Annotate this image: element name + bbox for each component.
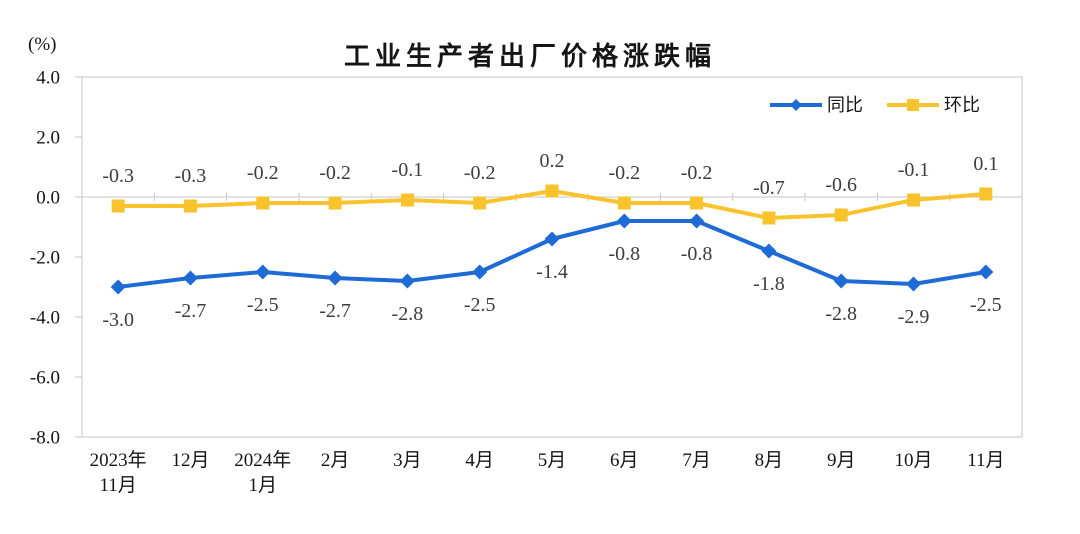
legend-label-yoy: 同比: [827, 95, 863, 115]
chart-title: 工业生产者出厂价格涨跌幅: [343, 41, 716, 71]
data-label: -3.0: [102, 309, 134, 331]
square-marker-icon: [834, 208, 848, 222]
data-label: 0.2: [540, 150, 565, 172]
data-label: -0.2: [247, 162, 279, 184]
square-marker-icon: [400, 193, 414, 207]
x-axis-tick-label: 7月: [682, 450, 711, 471]
data-label: -0.7: [753, 177, 785, 199]
x-axis-tick-label: 8月: [755, 450, 784, 471]
legend: 同比 环比: [770, 96, 980, 114]
diamond-marker-icon: [978, 264, 994, 280]
x-axis-tick-label: 12月: [171, 450, 209, 471]
data-label: -0.2: [464, 162, 496, 184]
square-marker-icon: [256, 196, 270, 210]
square-marker-icon: [617, 196, 631, 210]
legend-item-mom[interactable]: 环比: [887, 96, 980, 114]
line-square-marker-icon: [887, 99, 939, 111]
square-marker-icon: [111, 199, 125, 213]
data-label: -2.9: [898, 306, 930, 328]
diamond-marker-icon: [110, 279, 126, 295]
square-marker-icon: [473, 196, 487, 210]
data-label: -0.6: [825, 174, 857, 196]
x-axis-tick-label: 3月: [393, 450, 422, 471]
y-axis-tick-label: -2.0: [30, 248, 60, 269]
data-label: -2.5: [970, 294, 1002, 316]
data-label: -0.2: [681, 162, 713, 184]
data-label: -2.8: [392, 303, 424, 325]
legend-label-mom: 环比: [944, 95, 980, 115]
x-axis-tick-label: 1月: [249, 475, 278, 496]
data-label: -2.5: [464, 294, 496, 316]
y-axis-unit-label: (%): [28, 34, 57, 55]
data-label: -2.5: [247, 294, 279, 316]
square-marker-icon: [762, 211, 776, 225]
y-axis-tick-label: -8.0: [30, 428, 60, 449]
diamond-marker-icon: [182, 270, 198, 286]
diamond-marker-icon: [255, 264, 271, 280]
data-label: -0.3: [102, 165, 134, 187]
data-label: -0.2: [319, 162, 351, 184]
data-label: 0.1: [973, 153, 998, 175]
square-marker-icon: [979, 187, 993, 201]
data-label: -2.7: [175, 300, 207, 322]
diamond-marker-icon: [399, 273, 415, 289]
plot-border: [81, 76, 1023, 438]
square-marker-icon: [328, 196, 342, 210]
diamond-marker-icon: [616, 213, 632, 229]
data-label: -2.8: [825, 303, 857, 325]
square-marker-icon: [545, 184, 559, 198]
legend-item-yoy[interactable]: 同比: [770, 96, 863, 114]
y-axis-tick-label: 2.0: [36, 128, 60, 149]
data-label: -0.1: [392, 159, 424, 181]
data-label: -1.8: [753, 273, 785, 295]
x-axis-tick-label: 2024年: [234, 449, 291, 471]
data-label: -0.2: [608, 162, 640, 184]
square-marker-icon: [690, 196, 704, 210]
x-axis-tick-label: 10月: [895, 450, 933, 471]
x-axis-tick-label: 5月: [538, 450, 567, 471]
y-axis-tick-label: -6.0: [30, 368, 60, 389]
square-marker-icon: [183, 199, 197, 213]
x-axis-tick-label: 4月: [465, 450, 494, 471]
y-axis-tick-label: 0.0: [36, 188, 60, 209]
x-axis-tick-label: 9月: [827, 450, 856, 471]
data-label: -0.8: [681, 243, 713, 265]
data-label: -1.4: [536, 261, 568, 283]
x-axis-tick-label: 11月: [100, 475, 137, 496]
diamond-marker-icon: [833, 273, 849, 289]
data-label: -0.8: [608, 243, 640, 265]
x-axis-tick-label: 2023年: [90, 449, 147, 471]
diamond-marker-icon: [761, 243, 777, 259]
diamond-marker-icon: [689, 213, 705, 229]
x-axis-tick-label: 6月: [610, 450, 639, 471]
y-axis-tick-label: -4.0: [30, 308, 60, 329]
diamond-marker-icon: [327, 270, 343, 286]
diamond-marker-icon: [544, 231, 560, 247]
square-marker-icon: [907, 193, 921, 207]
data-label: -2.7: [319, 300, 351, 322]
diamond-marker-icon: [472, 264, 488, 280]
data-label: -0.1: [898, 159, 930, 181]
x-axis-tick-label: 11月: [967, 450, 1004, 471]
x-axis-tick-label: 2月: [321, 450, 350, 471]
y-axis-tick-label: 4.0: [36, 68, 60, 89]
diamond-marker-icon: [906, 276, 922, 292]
data-label: -0.3: [175, 165, 207, 187]
line-diamond-marker-icon: [770, 99, 822, 111]
